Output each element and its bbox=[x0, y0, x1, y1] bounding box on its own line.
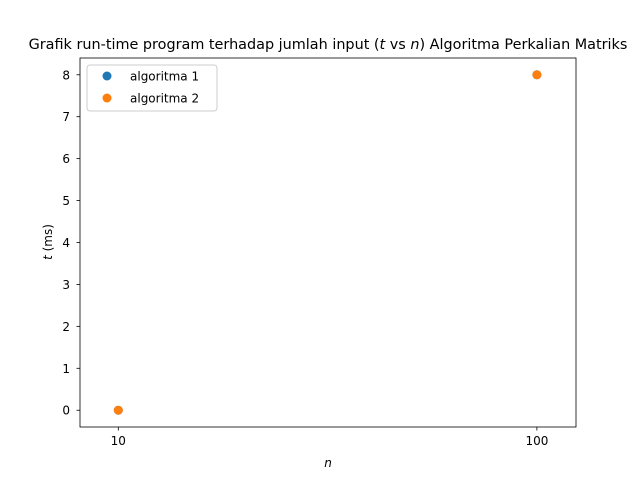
x-tick-label: 10 bbox=[111, 434, 126, 448]
y-axis-label: t (ms) bbox=[41, 224, 55, 260]
y-tick-label: 8 bbox=[62, 68, 70, 82]
y-tick-label: 0 bbox=[62, 404, 70, 418]
y-tick-label: 5 bbox=[62, 194, 70, 208]
y-tick-label: 6 bbox=[62, 152, 70, 166]
legend-marker-algoritma-1 bbox=[102, 71, 112, 81]
data-point-series-2 bbox=[532, 70, 542, 80]
data-point-series-2 bbox=[113, 405, 123, 415]
chart-title: Grafik run-time program terhadap jumlah … bbox=[29, 37, 628, 53]
legend-label-algoritma-1: algoritma 1 bbox=[130, 70, 199, 84]
legend: algoritma 1 algoritma 2 bbox=[86, 64, 218, 112]
legend-frame bbox=[86, 64, 218, 112]
y-axis-ticks: 0 1 2 3 4 5 6 7 8 bbox=[62, 68, 80, 418]
y-tick-label: 4 bbox=[62, 236, 70, 250]
y-tick-label: 3 bbox=[62, 278, 70, 292]
y-tick-label: 7 bbox=[62, 110, 70, 124]
x-axis-ticks: 10 100 bbox=[111, 427, 548, 448]
y-tick-label: 1 bbox=[62, 362, 70, 376]
data-points bbox=[113, 70, 542, 415]
legend-marker-algoritma-2 bbox=[102, 93, 112, 103]
x-tick-label: 100 bbox=[525, 434, 548, 448]
legend-label-algoritma-2: algoritma 2 bbox=[130, 92, 199, 106]
y-tick-label: 2 bbox=[62, 320, 70, 334]
plot-area bbox=[79, 57, 577, 428]
x-axis-label: n bbox=[324, 456, 332, 470]
